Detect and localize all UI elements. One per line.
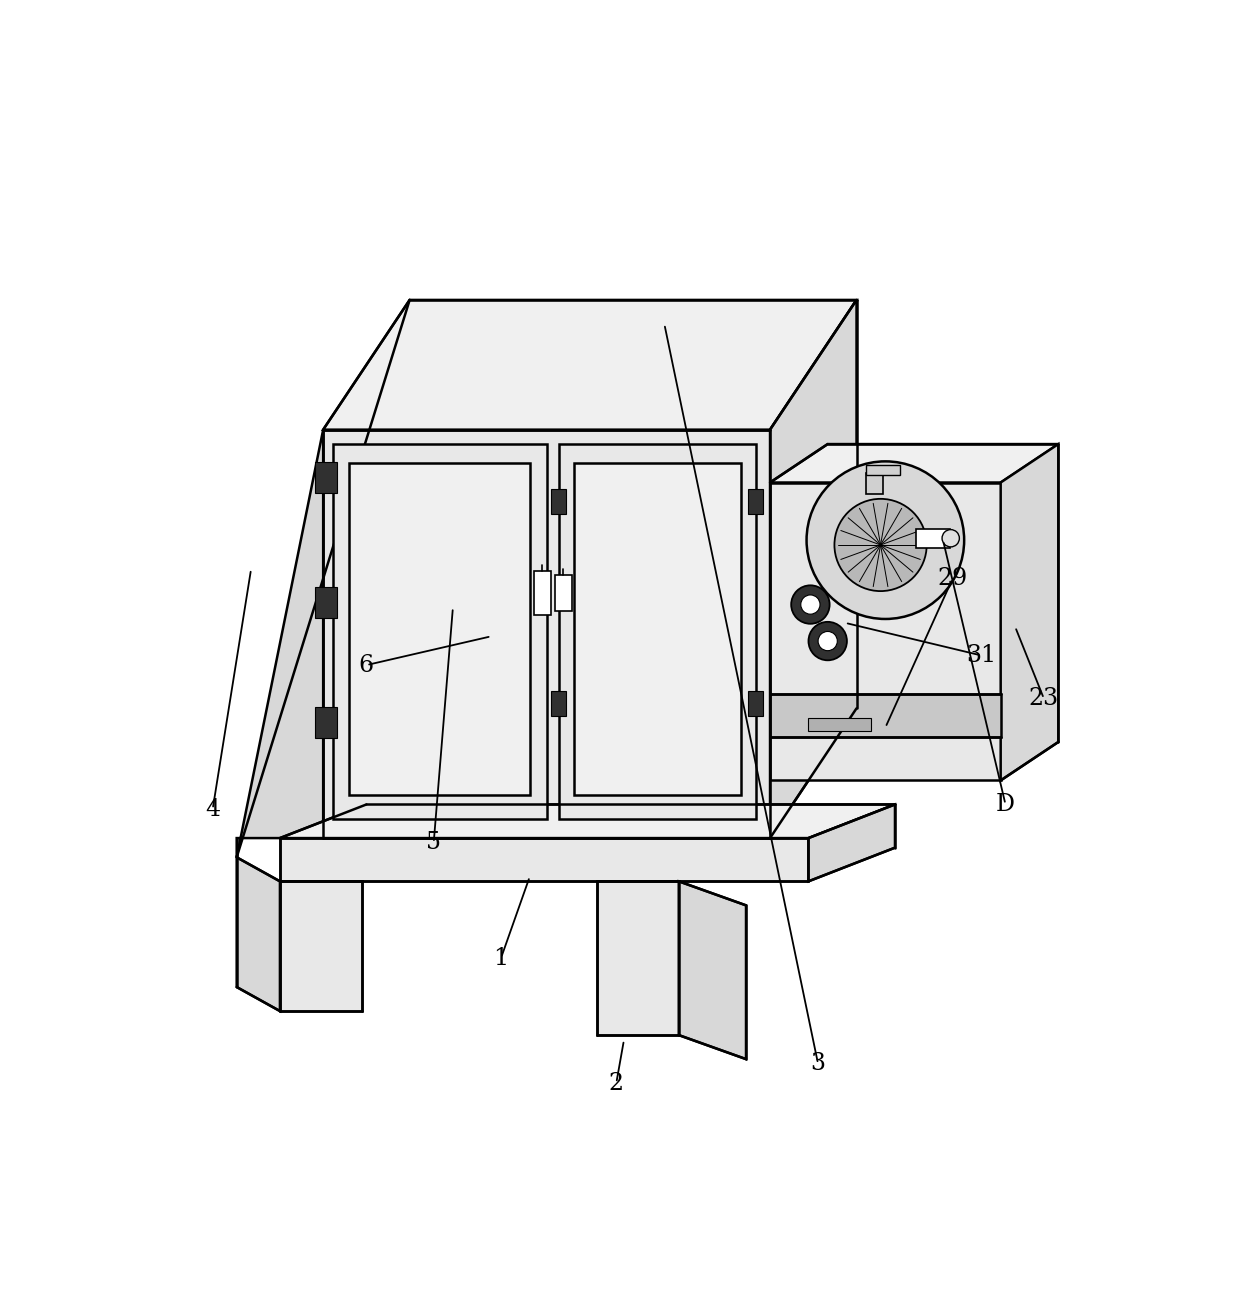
Circle shape — [835, 498, 926, 591]
Circle shape — [818, 631, 837, 650]
Bar — [551, 489, 567, 514]
Circle shape — [801, 594, 820, 614]
Polygon shape — [324, 300, 857, 430]
Text: 29: 29 — [937, 567, 967, 591]
Bar — [315, 707, 336, 739]
Text: 31: 31 — [966, 644, 997, 667]
Polygon shape — [332, 444, 547, 819]
Bar — [315, 462, 336, 493]
Bar — [808, 718, 870, 731]
Polygon shape — [1001, 444, 1058, 780]
Bar — [866, 465, 900, 475]
Text: 4: 4 — [205, 798, 221, 820]
Text: 23: 23 — [1029, 687, 1059, 710]
Bar — [315, 587, 336, 618]
Polygon shape — [280, 805, 895, 839]
Polygon shape — [237, 857, 280, 1011]
Bar — [533, 571, 551, 615]
Circle shape — [942, 530, 960, 546]
Text: 1: 1 — [494, 946, 508, 970]
Polygon shape — [770, 483, 1001, 780]
Bar — [916, 528, 950, 548]
Text: 3: 3 — [811, 1053, 826, 1076]
Text: 2: 2 — [609, 1072, 624, 1094]
Circle shape — [806, 461, 965, 619]
Polygon shape — [237, 430, 324, 857]
Polygon shape — [558, 444, 755, 819]
Polygon shape — [770, 694, 1001, 737]
Polygon shape — [574, 463, 742, 794]
Bar — [748, 489, 764, 514]
Bar — [551, 691, 567, 716]
Polygon shape — [770, 444, 1058, 483]
Polygon shape — [280, 881, 362, 1011]
Polygon shape — [808, 805, 895, 881]
Bar — [866, 472, 883, 495]
Text: 5: 5 — [427, 832, 441, 854]
Polygon shape — [280, 839, 808, 881]
Polygon shape — [678, 881, 746, 1059]
Polygon shape — [324, 430, 770, 839]
Text: 6: 6 — [358, 654, 374, 676]
Circle shape — [791, 585, 830, 624]
Bar — [748, 691, 764, 716]
Polygon shape — [770, 300, 857, 839]
Text: D: D — [996, 793, 1016, 816]
Circle shape — [808, 622, 847, 661]
Polygon shape — [596, 881, 678, 1035]
Bar — [554, 575, 572, 611]
Polygon shape — [350, 463, 529, 794]
